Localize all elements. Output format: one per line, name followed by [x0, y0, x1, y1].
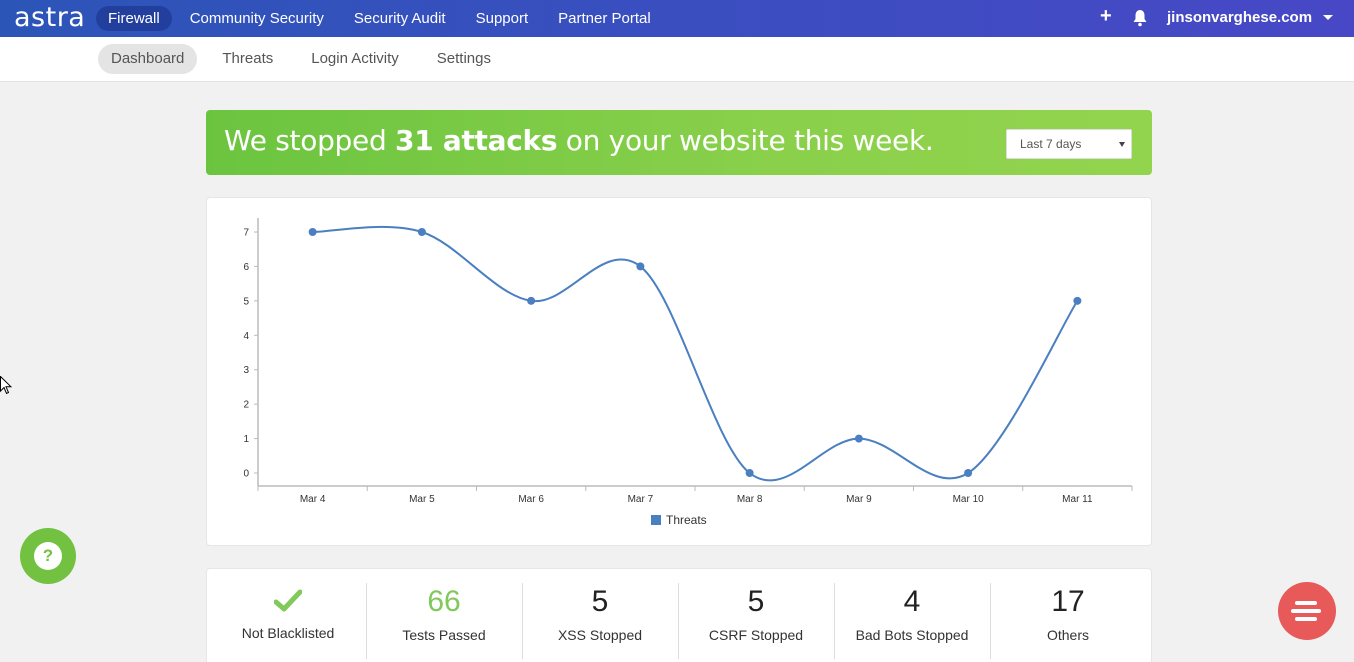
nav-community-security[interactable]: Community Security	[189, 10, 324, 27]
y-tick-label: 2	[243, 400, 249, 411]
x-tick-label: Mar 9	[846, 494, 872, 505]
x-tick-label: Mar 10	[953, 494, 985, 505]
stat-label: Tests Passed	[402, 627, 486, 643]
stat-label: Bad Bots Stopped	[855, 627, 969, 643]
bell-icon[interactable]	[1132, 9, 1148, 27]
help-button[interactable]: ?	[20, 528, 76, 584]
stat-divider	[834, 583, 835, 659]
nav-partner-portal[interactable]: Partner Portal	[558, 10, 651, 27]
banner-headline: We stopped 31 attacks on your website th…	[224, 124, 934, 157]
data-point-mar-4	[308, 228, 317, 236]
stat-csrf-stopped: 5 CSRF Stopped	[678, 583, 834, 659]
y-tick-label: 0	[243, 469, 249, 480]
astra-logo[interactable]: astra	[14, 2, 86, 33]
legend-swatch	[651, 515, 661, 525]
data-point-mar-11	[1073, 296, 1082, 305]
stat-value: 17	[1051, 585, 1085, 618]
y-tick-label: 5	[243, 296, 249, 307]
x-tick-label: Mar 7	[628, 494, 654, 505]
chart-legend[interactable]: Threats	[651, 513, 707, 527]
threats-line-chart: 0 1 2 3 4 5 6 7 Mar 4 Mar 5 Mar 6 Mar 7 Mar 8 Mar 9 Ma…	[243, 218, 1133, 505]
stat-label: Others	[1046, 627, 1089, 643]
top-navbar: astra Firewall Community Security Securi…	[0, 0, 1354, 37]
stat-value: 5	[747, 585, 765, 618]
stats-card: Not Blacklisted 66 Tests Passed 5 XSS St…	[206, 568, 1152, 662]
stat-value: 4	[903, 585, 921, 618]
x-tick-label: Mar 4	[300, 494, 326, 505]
date-range-select[interactable]: Last 7 days	[1006, 129, 1132, 159]
attacks-banner: We stopped 31 attacks on your website th…	[206, 110, 1152, 175]
nav-security-audit[interactable]: Security Audit	[353, 10, 446, 27]
data-point-mar-5	[417, 228, 426, 236]
stat-tests-passed: 66 Tests Passed	[366, 583, 522, 659]
caret-down-icon	[1119, 142, 1125, 147]
stat-divider	[366, 583, 367, 659]
stat-value: 5	[591, 585, 609, 618]
data-point-mar-7	[636, 262, 645, 271]
date-range-value: Last 7 days	[1020, 137, 1082, 151]
y-tick-label: 4	[243, 331, 249, 342]
stat-value: 66	[427, 585, 461, 618]
user-menu[interactable]: jinsonvarghese.com	[1167, 9, 1313, 26]
x-tick-label: Mar 8	[737, 494, 763, 505]
nav-firewall[interactable]: Firewall	[96, 6, 172, 31]
stat-label: XSS Stopped	[557, 627, 643, 643]
tab-login-activity[interactable]: Login Activity	[311, 50, 399, 67]
banner-suffix: on your website this week.	[557, 124, 934, 157]
top-nav: Firewall Community Security Security Aud…	[96, 6, 669, 31]
sub-nav: Dashboard Threats Login Activity Setting…	[98, 44, 516, 74]
stat-others: 17 Others	[990, 583, 1146, 659]
tab-dashboard[interactable]: Dashboard	[98, 44, 198, 74]
y-tick-label: 1	[243, 434, 249, 445]
x-tick-label: Mar 6	[518, 494, 544, 505]
series-line-threats	[312, 225, 1079, 482]
data-point-mar-6	[527, 296, 536, 305]
question-icon: ?	[34, 542, 62, 570]
banner-prefix: We stopped	[224, 124, 396, 157]
x-tick-label: Mar 11	[1062, 494, 1093, 505]
threats-chart-card: 0 1 2 3 4 5 6 7 Mar 4 Mar 5 Mar 6 Mar 7 Mar 8 Mar 9 Ma…	[206, 197, 1152, 546]
stat-xss-stopped: 5 XSS Stopped	[522, 583, 678, 659]
stat-divider	[678, 583, 679, 659]
check-icon	[274, 589, 302, 612]
stat-label: CSRF Stopped	[708, 627, 804, 643]
tab-threats[interactable]: Threats	[222, 50, 274, 67]
banner-attack-count: 31 attacks	[395, 124, 558, 157]
sub-navbar: Dashboard Threats Login Activity Setting…	[0, 37, 1354, 82]
tab-settings[interactable]: Settings	[436, 50, 491, 67]
data-point-mar-9	[854, 434, 863, 443]
data-point-mar-8	[745, 469, 754, 477]
nav-support[interactable]: Support	[475, 10, 529, 27]
y-tick-label: 3	[243, 365, 249, 376]
x-tick-label: Mar 5	[409, 494, 435, 505]
y-tick-label: 7	[243, 228, 249, 239]
data-point-mar-10	[964, 469, 973, 477]
stat-divider	[522, 583, 523, 659]
chevron-down-icon[interactable]	[1323, 15, 1333, 20]
stat-not-blacklisted: Not Blacklisted	[210, 583, 366, 659]
chat-icon-line	[1291, 609, 1321, 613]
stat-bad-bots-stopped: 4 Bad Bots Stopped	[834, 583, 990, 659]
stat-label: Not Blacklisted	[241, 625, 335, 641]
chat-icon	[1295, 601, 1317, 605]
plus-icon[interactable]: +	[1100, 5, 1112, 27]
legend-label: Threats	[666, 513, 707, 527]
chat-icon-line	[1295, 617, 1317, 621]
mouse-cursor-icon	[0, 376, 12, 395]
chat-button[interactable]	[1278, 582, 1336, 640]
y-tick-label: 6	[243, 262, 249, 273]
stat-divider	[990, 583, 991, 659]
